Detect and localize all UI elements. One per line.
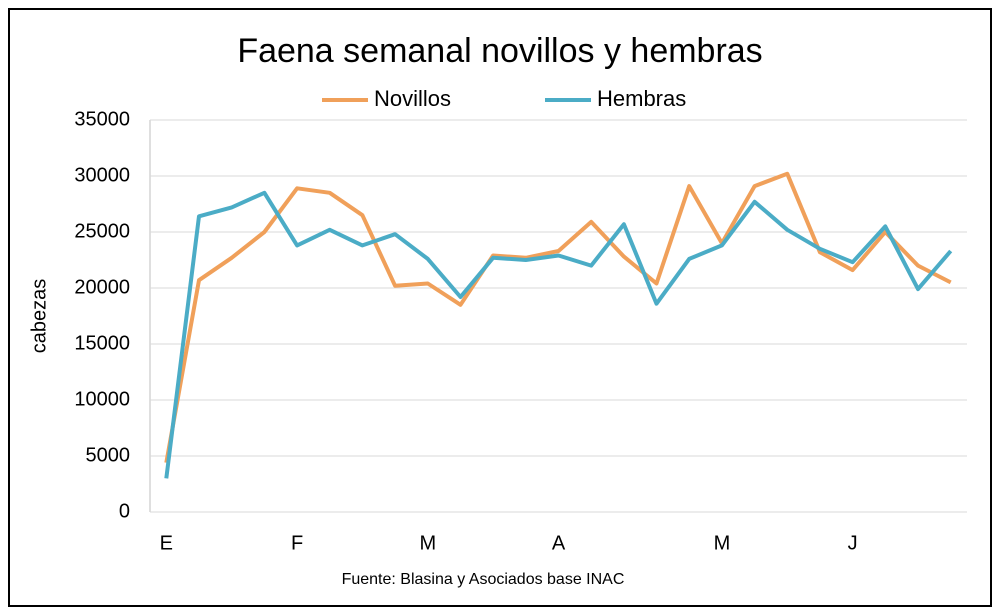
- y-tick-label: 25000: [74, 220, 130, 242]
- y-tick-label: 30000: [74, 164, 130, 186]
- chart-title: Faena semanal novillos y hembras: [237, 32, 762, 70]
- x-tick-label: F: [291, 532, 303, 554]
- x-tick-label: M: [714, 532, 731, 554]
- x-tick-label: E: [160, 532, 173, 554]
- series-line: [164, 190, 953, 479]
- y-tick-label: 10000: [74, 388, 130, 410]
- y-axis-label: cabezas: [28, 279, 50, 354]
- x-tick-label: M: [419, 532, 436, 554]
- y-tick-label: 0: [119, 500, 130, 522]
- series-line: [164, 171, 952, 464]
- x-tick-label: A: [552, 532, 566, 554]
- x-tick-label: J: [848, 532, 858, 554]
- legend-label: Hembras: [597, 86, 686, 111]
- legend-label: Novillos: [374, 86, 451, 111]
- y-tick-label: 5000: [86, 444, 131, 466]
- frame: [8, 8, 992, 607]
- source-note: Fuente: Blasina y Asociados base INAC: [342, 571, 625, 588]
- y-tick-label: 20000: [74, 276, 130, 298]
- y-tick-label: 35000: [74, 108, 130, 130]
- y-tick-label: 15000: [74, 332, 130, 354]
